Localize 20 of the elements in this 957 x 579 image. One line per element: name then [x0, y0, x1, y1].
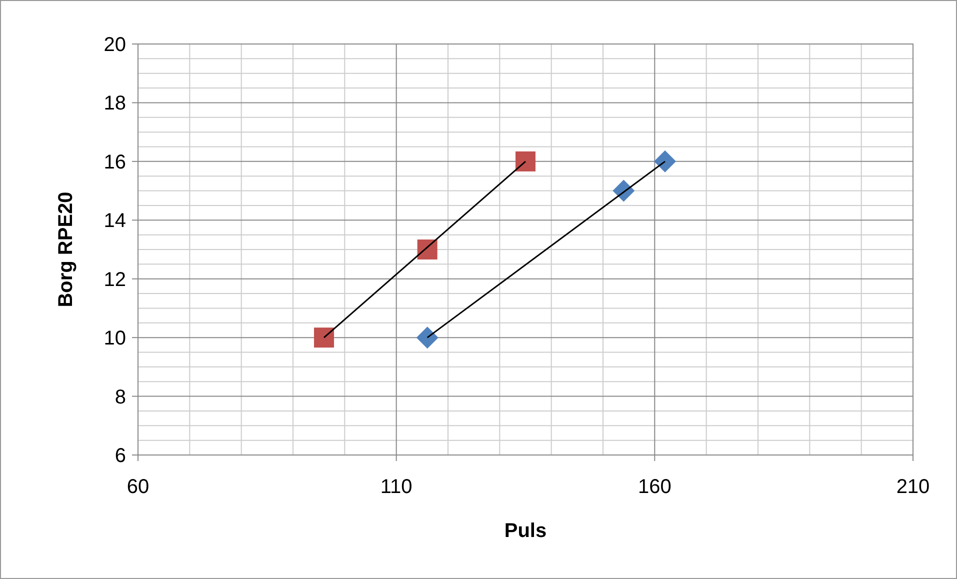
point — [654, 150, 676, 172]
x-tick-label: 160 — [638, 476, 672, 498]
y-axis-title: Borg RPE20 — [55, 192, 77, 308]
y-tick-label: 10 — [104, 328, 126, 350]
y-tick-label: 18 — [104, 92, 126, 115]
point — [612, 180, 635, 202]
x-tick-label: 210 — [896, 476, 930, 498]
y-tick-label: 20 — [104, 34, 126, 56]
y-tick-label: 6 — [114, 445, 126, 467]
x-axis-title: Puls — [504, 520, 547, 542]
point — [416, 326, 438, 349]
y-tick-label: 8 — [114, 386, 126, 408]
y-tick-label: 14 — [104, 210, 126, 232]
y-tick-label: 16 — [104, 151, 126, 174]
x-tick-label: 110 — [380, 476, 412, 498]
point — [516, 151, 536, 172]
x-tick-label: 60 — [126, 476, 150, 498]
point — [417, 240, 438, 260]
point — [314, 328, 334, 348]
y-tick-label: 12 — [104, 268, 126, 291]
